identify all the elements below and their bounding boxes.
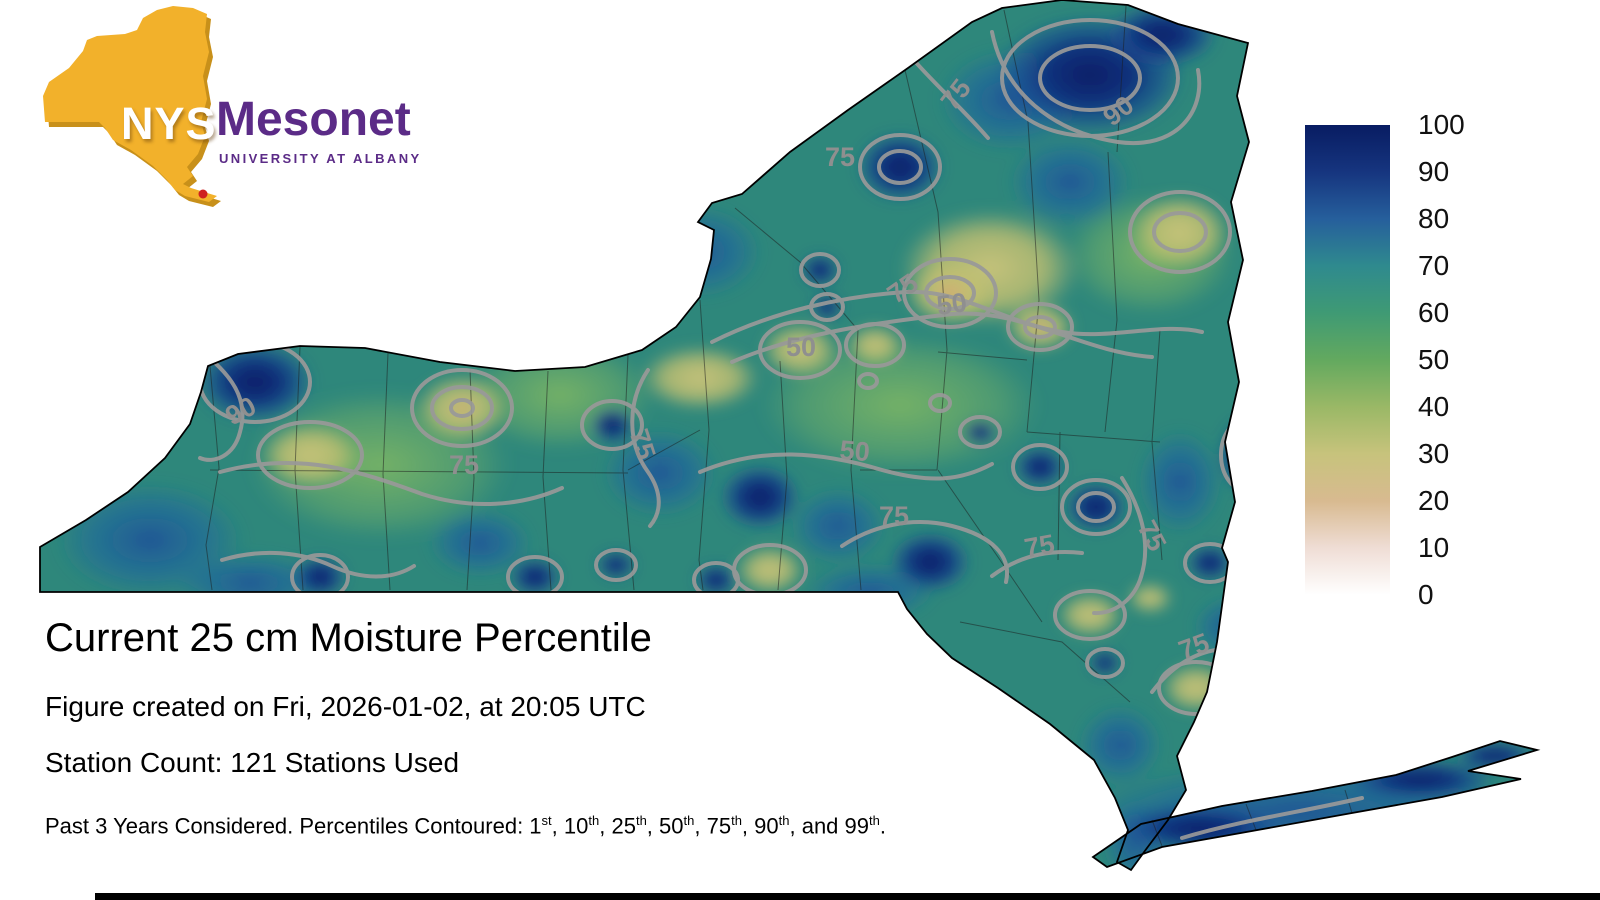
bottom-black-bar [95,893,1600,900]
contour-label: 50 [839,435,872,468]
figure-title: Current 25 cm Moisture Percentile [45,616,652,660]
colorbar-tick-label: 80 [1418,203,1450,234]
county-borders [205,5,1353,847]
contour-label: 75 [879,501,909,531]
station-count-text: Station Count: 121 Stations Used [45,747,460,778]
colorbar-tick-label: 90 [1418,156,1450,187]
colorbar-tick-label: 50 [1418,344,1450,375]
contour-label: 50 [935,287,969,321]
colorbar-tick-label: 30 [1418,438,1450,469]
colorbar-tick-label: 70 [1418,250,1450,281]
logo-mesonet-text: Mesonet [216,93,411,146]
colorbar-tick-label: 20 [1418,485,1450,516]
colorbar-tick-label: 0 [1418,579,1434,610]
caption-block: Current 25 cm Moisture Percentile Figure… [45,616,886,839]
contour-label: 75 [825,142,855,172]
nys-mesonet-logo: NYS Mesonet UNIVERSITY AT ALBANY [35,4,455,219]
contour-label: 50 [786,332,816,362]
logo-state-shape [43,6,221,207]
contour-lines [198,6,1364,840]
logo-nys-text: NYS [121,98,217,149]
colorbar-tick-label: 100 [1418,109,1465,140]
colorbar-gradient [1305,125,1390,595]
contour-label: 75 [1022,529,1057,564]
logo-location-dot [198,189,208,199]
logo-university-text: UNIVERSITY AT ALBANY [219,151,422,166]
colorbar-tick-label: 60 [1418,297,1450,328]
figure-created-text: Figure created on Fri, 2026-01-02, at 20… [45,691,646,722]
colorbar-tick-label: 40 [1418,391,1450,422]
colorbar: 100 90 80 70 60 50 40 30 20 10 0 [1305,110,1565,625]
state-outline [39,0,1541,872]
footnote-text: Past 3 Years Considered. Percentiles Con… [45,813,886,839]
colorbar-tick-label: 10 [1418,532,1450,563]
contour-label: 75 [449,450,479,480]
colorbar-tick-labels: 100 90 80 70 60 50 40 30 20 10 0 [1418,110,1465,610]
